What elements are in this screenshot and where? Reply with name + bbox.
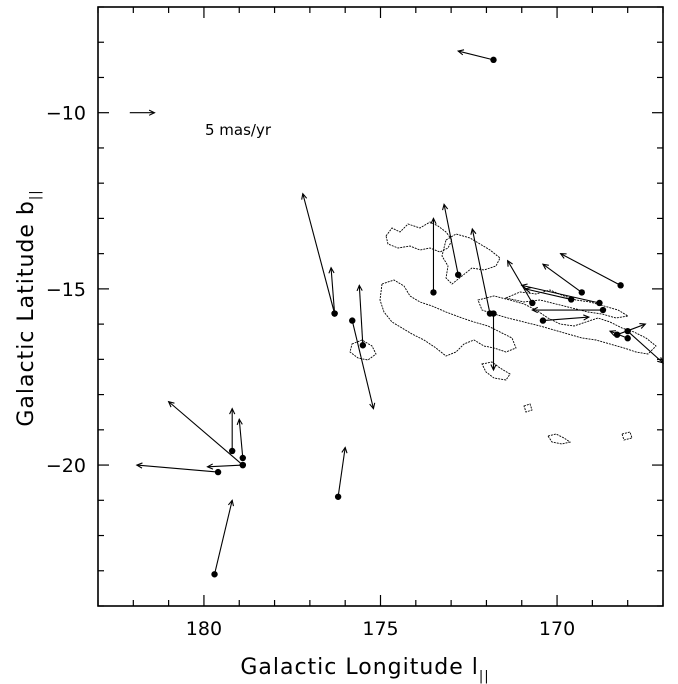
scale-arrow	[129, 109, 156, 116]
star-point	[228, 447, 236, 455]
y-tick-label: −20	[46, 455, 86, 477]
proper-motion-arrow	[542, 314, 591, 322]
star-point	[567, 296, 575, 303]
star-point	[214, 468, 222, 476]
scale-arrow-line	[129, 109, 156, 116]
star-point	[578, 289, 585, 296]
star-point	[490, 56, 497, 64]
scale-bar: 5 mas/yr	[129, 109, 272, 139]
proper-motion-arrow	[470, 227, 491, 314]
proper-motion-arrow	[559, 253, 621, 286]
star-point	[454, 271, 462, 278]
star-point	[599, 306, 607, 314]
cloud-contours	[349, 221, 657, 445]
x-tick-label: 175	[362, 618, 398, 640]
star-point	[529, 299, 536, 307]
proper-motion-arrow	[337, 446, 348, 497]
plot-frame	[97, 6, 664, 607]
proper-motion-arrow	[135, 462, 219, 473]
proper-motion-arrow	[616, 323, 647, 336]
proper-motion-arrow	[430, 217, 437, 293]
proper-motion-arrow	[531, 306, 603, 314]
star-point	[539, 317, 547, 324]
star-point	[349, 317, 356, 324]
star-point	[624, 327, 631, 335]
x-axis-label: Galactic Longitude l||	[240, 655, 489, 684]
proper-motion-arrow	[206, 463, 243, 470]
proper-motion-arrow	[229, 407, 236, 451]
y-tick-label: −10	[46, 103, 86, 125]
proper-motion-arrow	[351, 320, 376, 410]
star-point	[490, 310, 497, 317]
tick-labels: 180 175 170 −10 −15 −20	[46, 103, 575, 640]
star-point	[334, 493, 342, 500]
star-point	[617, 282, 624, 289]
x-tick-label: 180	[186, 618, 222, 640]
proper-motion-vectors	[135, 49, 664, 575]
proper-motion-arrow	[520, 283, 600, 304]
star-point	[430, 289, 437, 296]
proper-motion-arrow	[490, 313, 497, 372]
proper-motion-arrow	[356, 284, 364, 346]
star-point	[624, 335, 631, 342]
star-point	[331, 310, 338, 317]
y-axis-label: Galactic Latitude b||	[14, 189, 43, 426]
star-markers	[211, 56, 631, 578]
proper-motion-arrow	[213, 499, 235, 575]
star-point	[239, 461, 246, 469]
y-tick-label: −15	[46, 279, 86, 301]
axis-ticks	[97, 6, 664, 607]
proper-motion-arrow	[301, 192, 336, 314]
proper-motion-arrow	[167, 400, 244, 466]
star-point	[613, 331, 621, 338]
proper-motion-arrow	[506, 259, 533, 304]
proper-motion-arrow	[328, 266, 336, 314]
star-point	[211, 571, 218, 578]
star-point	[239, 454, 246, 462]
proper-motion-arrow	[541, 263, 583, 293]
scale-bar-label: 5 mas/yr	[205, 121, 272, 139]
x-tick-label: 170	[539, 618, 575, 640]
star-point	[359, 342, 367, 349]
proper-motion-arrow	[627, 330, 664, 364]
proper-motion-arrow	[524, 287, 572, 300]
star-point	[596, 299, 603, 307]
proper-motion-arrow	[442, 203, 459, 275]
proper-motion-arrow	[236, 417, 244, 459]
proper-motion-arrow	[456, 49, 494, 61]
